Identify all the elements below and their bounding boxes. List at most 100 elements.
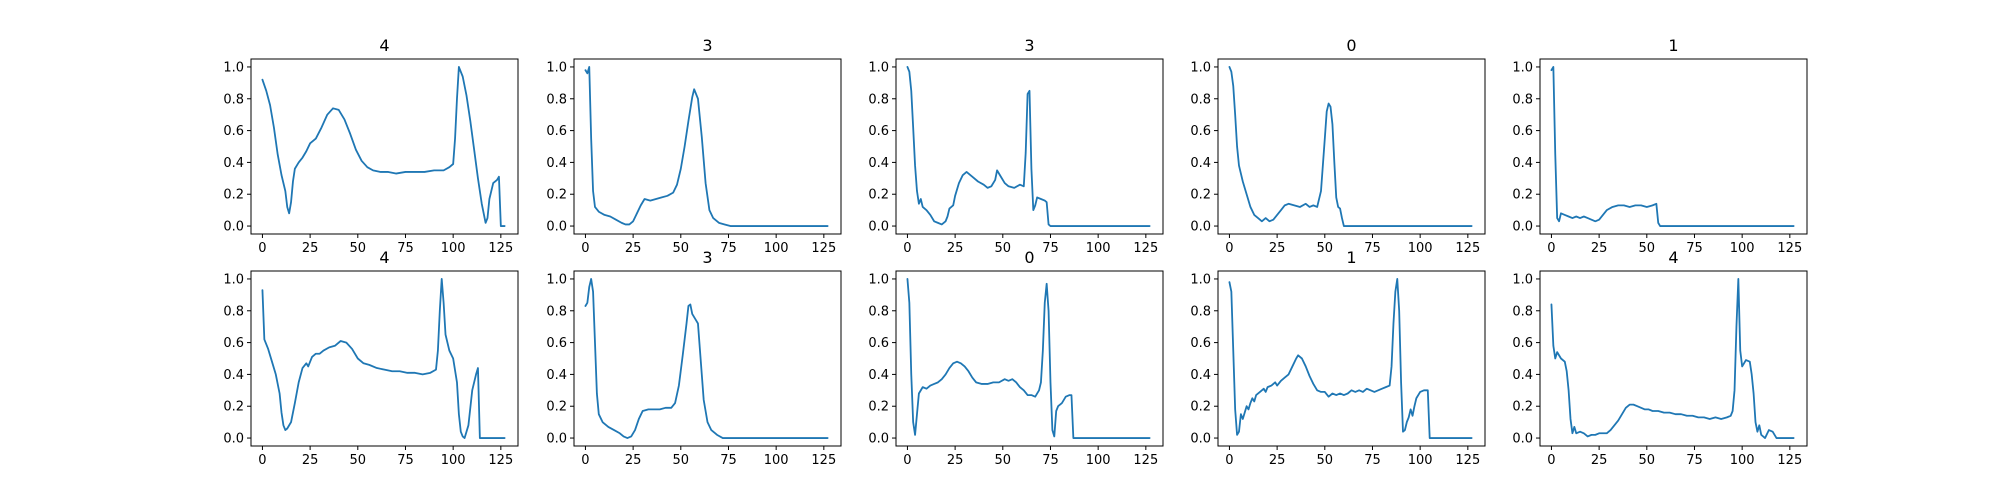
subplot-9: 1 0 25 50 75 100 125 0.0 0.2 0.4 0.6 0.8 1.0 (1190, 248, 1486, 468)
x-tick-label: 100 (1730, 453, 1755, 468)
y-tick-label: 0.8 (546, 304, 567, 319)
x-tick-label: 0 (903, 241, 911, 256)
x-tick-label: 100 (1086, 453, 1111, 468)
y-tick-label: 0.2 (546, 188, 567, 203)
x-tick-label: 125 (1777, 453, 1802, 468)
y-tick-label: 0.0 (546, 432, 567, 447)
y-tick-label: 0.0 (1512, 220, 1533, 235)
x-tick-label: 25 (947, 241, 964, 256)
y-tick-label: 0.6 (868, 336, 889, 351)
series-line (584, 278, 829, 439)
y-tick-label: 0.4 (868, 156, 889, 171)
subplot-title: 4 (379, 248, 389, 267)
subplot-title: 3 (1024, 36, 1034, 55)
x-tick-label: 75 (1364, 241, 1381, 256)
y-tick-label: 0.4 (1512, 368, 1533, 383)
y-tick-label: 1.0 (1190, 60, 1211, 75)
x-tick-label: 0 (1225, 241, 1233, 256)
x-tick-label: 125 (488, 453, 513, 468)
axes-frame (895, 270, 1164, 447)
y-tick-label: 0.6 (1512, 124, 1533, 139)
x-tick-label: 75 (1042, 241, 1059, 256)
subplot-title: 1 (1346, 248, 1356, 267)
y-tick-label: 0.4 (1512, 156, 1533, 171)
x-tick-label: 100 (764, 241, 789, 256)
y-tick-label: 0.2 (1190, 400, 1211, 415)
x-tick-label: 50 (350, 453, 367, 468)
axes-frame (573, 58, 842, 235)
x-tick-label: 100 (1730, 241, 1755, 256)
x-tick-label: 50 (1317, 453, 1334, 468)
axes-frame (895, 58, 1164, 235)
x-tick-label: 50 (673, 241, 690, 256)
x-tick-label: 50 (1639, 453, 1656, 468)
x-tick-label: 50 (673, 453, 690, 468)
subplot-8: 0 0 25 50 75 100 125 0.0 0.2 0.4 0.6 0.8 1.0 (868, 248, 1164, 468)
subplot-6: 4 0 25 50 75 100 125 0.0 0.2 0.4 0.6 0.8 1.0 (223, 248, 519, 468)
x-tick-label: 125 (1777, 241, 1802, 256)
y-tick-label: 0.2 (868, 400, 889, 415)
x-tick-label: 0 (903, 453, 911, 468)
x-tick-label: 0 (581, 453, 589, 468)
axes-frame (1539, 270, 1808, 447)
y-tick-label: 0.8 (223, 92, 244, 107)
series-line (1228, 278, 1473, 439)
x-tick-label: 25 (302, 453, 319, 468)
series-line (906, 278, 1151, 439)
y-tick-label: 0.2 (1512, 188, 1533, 203)
x-tick-label: 25 (1269, 241, 1286, 256)
y-tick-label: 0.2 (223, 400, 244, 415)
series-line (584, 66, 829, 227)
x-tick-label: 125 (811, 241, 836, 256)
subplot-1: 4 0 25 50 75 100 125 0.0 0.2 0.4 0.6 0.8 1.0 (223, 36, 519, 256)
y-tick-label: 0.8 (1512, 304, 1533, 319)
x-tick-label: 100 (764, 453, 789, 468)
subplot-title: 0 (1024, 248, 1034, 267)
x-tick-label: 100 (1086, 241, 1111, 256)
y-tick-label: 0.4 (223, 368, 244, 383)
x-tick-label: 75 (1042, 453, 1059, 468)
x-tick-label: 0 (581, 241, 589, 256)
x-tick-label: 75 (1364, 453, 1381, 468)
y-tick-label: 0.0 (223, 220, 244, 235)
x-tick-label: 75 (397, 453, 414, 468)
subplot-title: 4 (1668, 248, 1678, 267)
y-tick-label: 0.4 (1190, 368, 1211, 383)
y-tick-label: 0.0 (1512, 432, 1533, 447)
x-tick-label: 0 (258, 241, 266, 256)
subplot-title: 1 (1668, 36, 1678, 55)
axes-frame (250, 270, 519, 447)
x-tick-label: 100 (441, 241, 466, 256)
y-tick-label: 0.8 (1190, 304, 1211, 319)
axes-frame (1217, 270, 1486, 447)
x-tick-label: 25 (625, 453, 642, 468)
y-tick-label: 0.6 (1190, 336, 1211, 351)
y-tick-label: 0.8 (1512, 92, 1533, 107)
subplot-3: 3 0 25 50 75 100 125 0.0 0.2 0.4 0.6 0.8 1.0 (868, 36, 1164, 256)
x-tick-label: 125 (811, 453, 836, 468)
y-tick-label: 1.0 (1512, 60, 1533, 75)
x-tick-label: 25 (1591, 453, 1608, 468)
y-tick-label: 0.2 (1190, 188, 1211, 203)
y-tick-label: 0.8 (868, 304, 889, 319)
x-tick-label: 50 (995, 241, 1012, 256)
x-tick-label: 50 (1639, 241, 1656, 256)
x-tick-label: 0 (1547, 453, 1555, 468)
x-tick-label: 75 (1686, 453, 1703, 468)
series-line (1550, 66, 1795, 227)
subplot-title: 3 (702, 36, 712, 55)
subplot-10: 4 0 25 50 75 100 125 0.0 0.2 0.4 0.6 0.8 1.0 (1512, 248, 1808, 468)
x-tick-label: 125 (1455, 241, 1480, 256)
y-tick-label: 0.2 (1512, 400, 1533, 415)
series-line (1550, 278, 1795, 439)
x-tick-label: 125 (1133, 241, 1158, 256)
y-tick-label: 1.0 (223, 60, 244, 75)
x-tick-label: 25 (947, 453, 964, 468)
x-tick-label: 75 (1686, 241, 1703, 256)
y-tick-label: 0.8 (868, 92, 889, 107)
y-tick-label: 0.0 (546, 220, 567, 235)
x-tick-label: 25 (302, 241, 319, 256)
y-tick-label: 1.0 (546, 272, 567, 287)
x-tick-label: 100 (1408, 453, 1433, 468)
